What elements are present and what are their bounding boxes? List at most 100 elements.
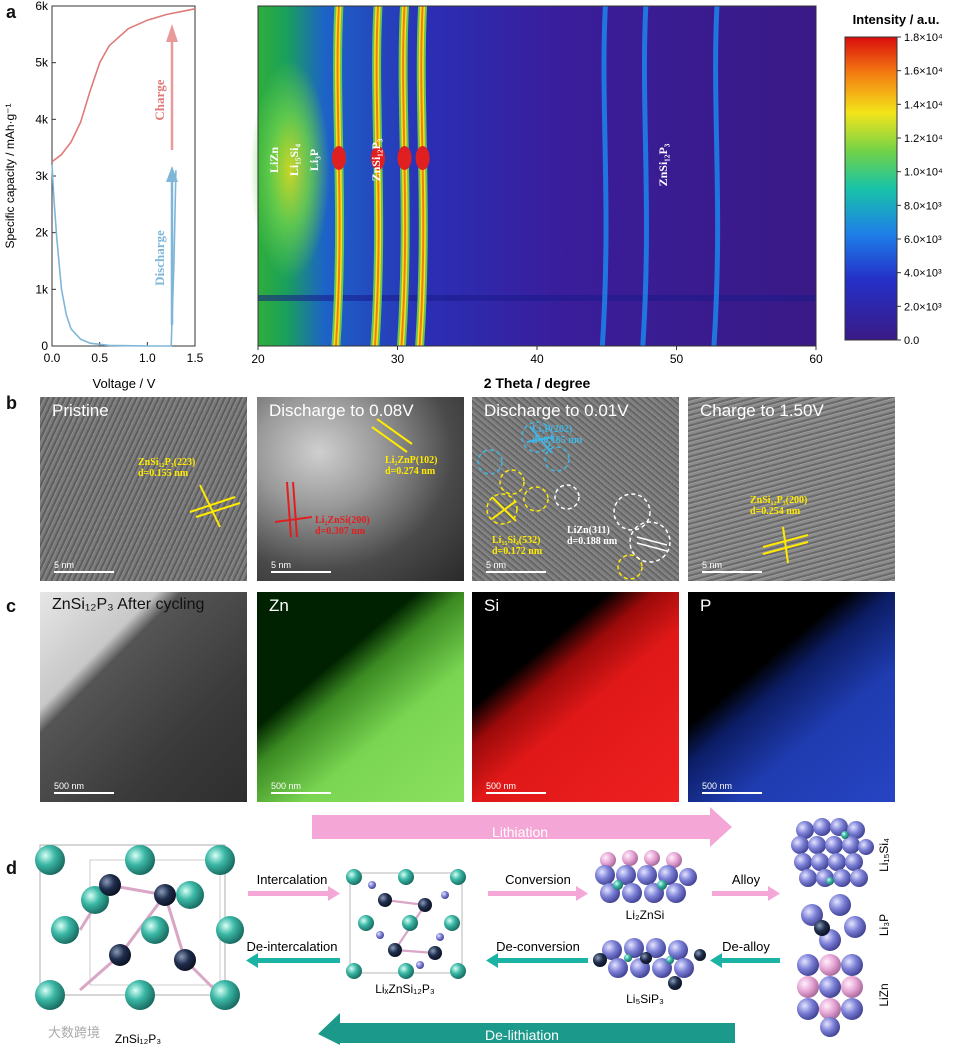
tem-note: Li₃P(202) (532, 424, 573, 435)
colorbar-tick-label: 1.2×10⁴ (904, 133, 943, 145)
intercalation-arrow (248, 886, 340, 901)
label-znsip3: ZnSi₁₂P₃ (115, 1032, 161, 1046)
eds-title: P (700, 596, 712, 615)
crystal-lizn (797, 954, 863, 1037)
deconversion-label: De-conversion (496, 939, 580, 954)
colorbar-tick-label: 4.0×10³ (904, 268, 942, 280)
tem-note: d=0.155 nm (138, 468, 189, 479)
heatmap-hotspot (415, 146, 430, 170)
eds-zn-map: Zn 500 nm (257, 592, 464, 802)
lithiation-arrow (312, 807, 732, 847)
intercalation-label: Intercalation (257, 872, 328, 887)
heatmap-hotspot (397, 146, 412, 170)
heatmap-peak (640, 5, 649, 347)
eds-title: Zn (269, 596, 289, 615)
dealloy-arrow (710, 953, 780, 968)
panel-label-d: d (6, 858, 17, 878)
charge-label: Charge (152, 79, 167, 120)
capacity-xtick-label: 0.0 (44, 351, 61, 365)
lithiation-label: Lithiation (492, 824, 548, 840)
heatmap-xtick-label: 50 (670, 352, 684, 366)
anno-li15si4: Li₁₅Si₄ (287, 144, 301, 177)
colorbar-tick-label: 1.8×10⁴ (904, 32, 943, 44)
label-li3p: Li₃P (877, 914, 891, 936)
scale-bar: 500 nm (702, 781, 762, 794)
crystal-lixznsip3 (346, 869, 466, 979)
capacity-xlabel: Voltage / V (93, 376, 156, 391)
colorbar-title: Intensity / a.u. (853, 12, 940, 27)
heatmap-peak (711, 5, 721, 347)
discharge-label: Discharge (152, 230, 167, 286)
eds-title: Si (484, 596, 500, 615)
alloy-arrow (712, 886, 780, 901)
tem-title: Discharge to 0.08V (269, 401, 414, 420)
capacity-xtick-label: 0.5 (91, 351, 108, 365)
colorbar-tick-label: 1.6×10⁴ (904, 66, 943, 78)
crystal-li2znsi (595, 850, 697, 903)
eds-si-map: Si 500 nm (472, 592, 679, 802)
eds-title: ZnSi₁₂P₃ After cycling (52, 596, 205, 613)
heatmap-peak (599, 5, 609, 347)
capacity-ytick-label: 2k (35, 226, 49, 240)
heatmap-xtick-label: 20 (251, 352, 265, 366)
capacity-ytick-label: 3k (35, 169, 49, 183)
scale-bar: 5 nm (486, 560, 546, 573)
tem-discharge-008: Discharge to 0.08V Li₂ZnP(102) d=0.274 n… (257, 397, 464, 581)
deconversion-arrow (486, 953, 588, 968)
colorbar-tick-label: 1.0×10⁴ (904, 167, 943, 179)
anno-znsip-2: ZnSi₁₂P₃ (656, 143, 670, 186)
conversion-arrow (488, 886, 588, 901)
panel-label-b: b (6, 393, 17, 413)
panel-d-schematic: Lithiation De-lithiation ZnSi₁₂P₃ Interc… (35, 807, 891, 1046)
colorbar-tick-label: 1.4×10⁴ (904, 99, 943, 111)
delithiation-arrow (318, 1013, 735, 1045)
label-li5sip3: Li₅SiP₃ (626, 992, 664, 1006)
panel-label-c: c (6, 596, 17, 616)
scale-bar: 500 nm (54, 781, 114, 794)
tem-note: Li₁₅Si₄(532) (492, 535, 541, 546)
tem-note: d=0.172 nm (492, 546, 543, 557)
eds-p-map: P 500 nm (688, 592, 895, 802)
heatmap-hotspot (370, 146, 385, 170)
colorbar-tick-label: 6.0×10³ (904, 234, 942, 246)
heatmap-xtick-label: 30 (391, 352, 405, 366)
conversion-label: Conversion (505, 872, 571, 887)
scale-bar: 500 nm (271, 781, 331, 794)
tem-note: LiZn(311) (567, 525, 610, 536)
panel-a-charts: 0.0 0.5 1.0 1.5 0 1k 2k 3k 4k 5k 6k Charge Dischar… (3, 0, 943, 391)
tem-note: d=0.274 nm (385, 466, 436, 477)
capacity-ytick-label: 0 (41, 339, 48, 353)
anno-znsip-1: ZnSi₁₂P₃ (369, 138, 383, 181)
heatmap-xtick-label: 40 (530, 352, 544, 366)
colorbar-ticks: 0.0 2.0×10³ 4.0×10³ 6.0×10³ 8.0×10³ 1.0×10⁴ 1.… (897, 32, 943, 347)
tem-pristine: Pristine ZnSi₁₂P₃(223) d=0.155 nm 5 nm (40, 397, 247, 581)
alloy-label: Alloy (732, 872, 761, 887)
capacity-xtick-label: 1.0 (139, 351, 156, 365)
tem-note: d=0.307 nm (315, 526, 366, 537)
heatmap-xlabel: 2 Theta / degree (484, 375, 591, 391)
tem-note: d=0.188 nm (567, 536, 618, 547)
deintercalation-label: De-intercalation (246, 939, 337, 954)
colorbar (844, 36, 898, 341)
tem-title: Pristine (52, 401, 109, 420)
capacity-ylabel: Specific capacity / mAh·g⁻¹ (3, 103, 17, 248)
capacity-ytick-label: 1k (35, 282, 49, 296)
tem-discharge-001: Discharge to 0.01V Li₃P(202) d=0.165 nm … (472, 397, 679, 581)
dealloy-label: De-alloy (722, 939, 770, 954)
heatmap-peaks (331, 5, 721, 347)
tem-note: ZnSi₁₂P₃(223) (138, 457, 196, 468)
label-li15si4: Li₁₅Si₄ (877, 838, 891, 872)
scale-bar: 5 nm (702, 560, 762, 573)
scale-bar: 500 nm (486, 781, 546, 794)
colorbar-tick-label: 2.0×10³ (904, 301, 942, 313)
scale-bar: 5 nm (271, 560, 331, 573)
tem-charge-150: Charge to 1.50V ZnSi₁₂P₃(200) d=0.254 nm… (688, 397, 895, 581)
crystal-znsip3 (35, 844, 244, 1010)
discharge-curve (51, 164, 177, 347)
anno-lizn: LiZn (267, 147, 281, 173)
capacity-xtick-label: 1.5 (187, 351, 204, 365)
tem-note: Li₂ZnSi(200) (315, 515, 370, 526)
panel-label-a: a (6, 2, 17, 22)
tem-note: d=0.165 nm (532, 435, 583, 446)
heatmap-xtick-label: 60 (809, 352, 823, 366)
